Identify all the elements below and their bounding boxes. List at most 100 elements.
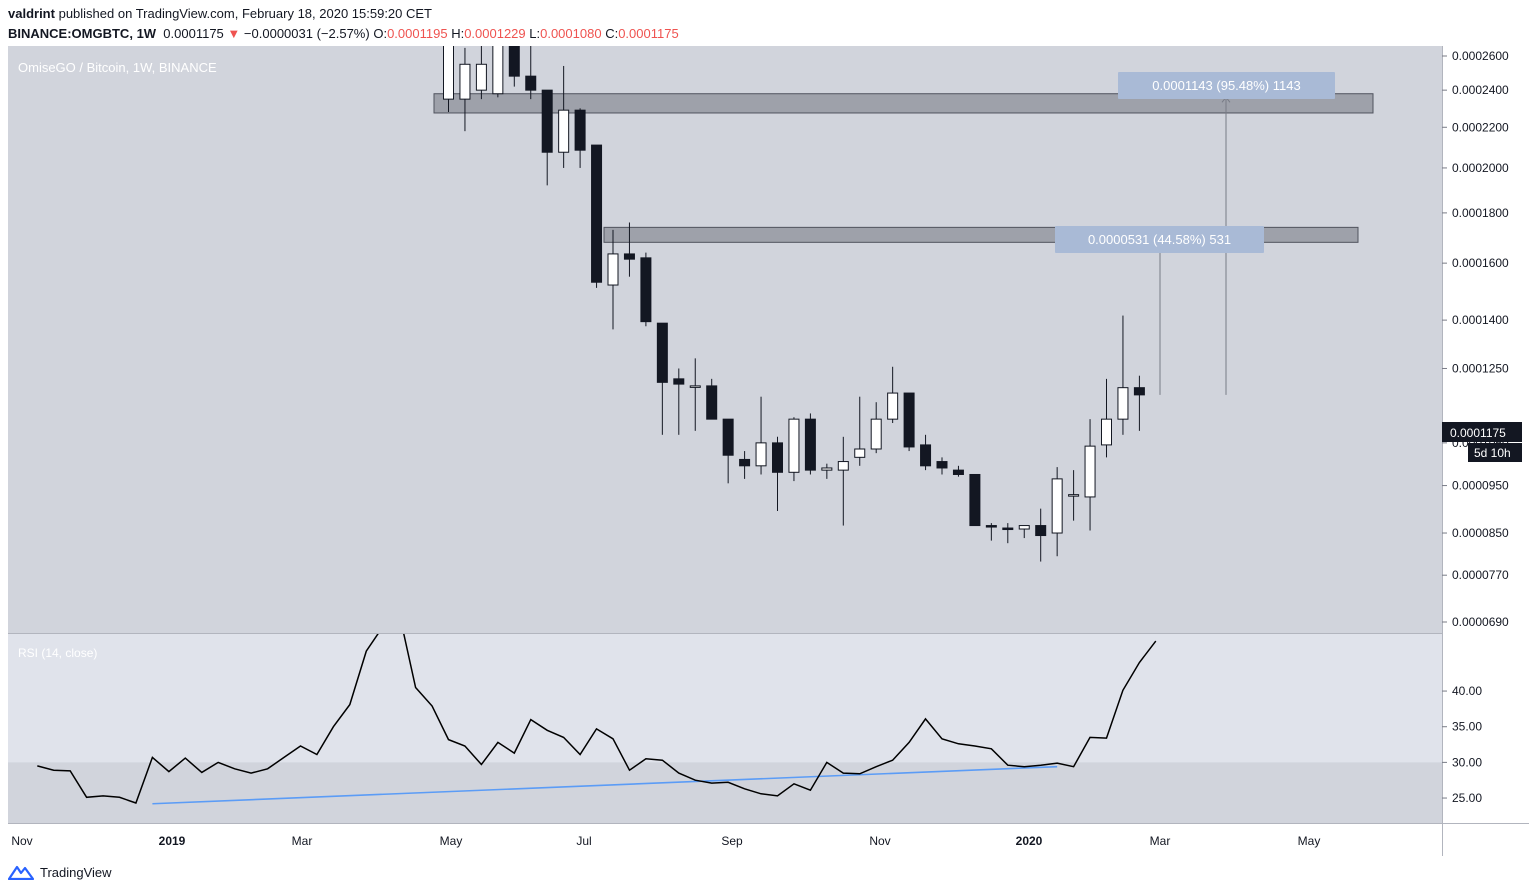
candle-body: [722, 418, 734, 456]
close-value: 0.0001175: [618, 26, 679, 41]
time-axis-label: 2020: [1016, 834, 1043, 848]
candle: [591, 144, 603, 288]
candle: [706, 378, 718, 420]
symbol-info-bar: BINANCE:OMGBTC, 1W 0.0001175 ▼ −0.000003…: [8, 26, 679, 41]
candle-body: [591, 144, 603, 283]
candle-body: [854, 448, 866, 458]
candle: [755, 396, 767, 475]
time-axis-label: Nov: [11, 834, 32, 848]
price-axis-label: 0.0002600: [1452, 49, 1509, 63]
candle: [969, 473, 981, 527]
chart-canvas[interactable]: 0.0001143 (95.48%) 1143 0.0000531 (44.58%…: [0, 0, 1529, 856]
candle-body: [1133, 387, 1145, 396]
candle: [821, 463, 833, 479]
candle-body: [1084, 445, 1096, 498]
candle: [985, 523, 997, 541]
low-value: 0.0001080: [540, 26, 602, 41]
candle: [920, 434, 932, 471]
time-axis-label: Jul: [576, 834, 591, 848]
price-pane-legend: OmiseGO / Bitcoin, 1W, BINANCE: [18, 60, 217, 75]
candle-body: [541, 89, 553, 153]
candle-body: [640, 257, 652, 323]
candle: [574, 108, 586, 168]
candle-body: [656, 322, 668, 383]
rsi-pane-legend: RSI (14, close): [18, 646, 97, 660]
candle-body: [821, 467, 833, 471]
candle: [887, 366, 899, 424]
low-label: L:: [529, 26, 541, 41]
price-axis-label: 0.0001800: [1452, 206, 1509, 220]
candle-body: [459, 63, 471, 100]
candle: [1068, 470, 1080, 521]
candle-body: [558, 109, 570, 153]
time-axis-label: Mar: [292, 834, 313, 848]
candle: [854, 396, 866, 466]
candle: [804, 413, 816, 475]
candle: [952, 465, 964, 477]
candle-body: [936, 461, 948, 469]
candle: [492, 46, 504, 98]
candle-body: [623, 253, 635, 260]
candle: [623, 222, 635, 277]
measure-label-box: [1055, 226, 1264, 253]
candle: [607, 229, 619, 330]
candle: [1133, 375, 1145, 431]
measure-label-box: [1118, 72, 1335, 99]
price-axis-label: 0.0001250: [1452, 361, 1509, 375]
candle: [1101, 378, 1112, 458]
price-axis-label: 0.0000950: [1452, 479, 1509, 493]
published-date: February 18, 2020 15:59:20 CET: [241, 6, 432, 21]
time-axis-label: Sep: [721, 834, 743, 848]
publish-info: valdrint published on TradingView.com, F…: [8, 6, 432, 21]
candle: [772, 436, 783, 512]
candle-body: [574, 109, 586, 151]
candle-body: [1035, 525, 1047, 537]
time-axis-label: Mar: [1150, 834, 1171, 848]
candle-body: [1002, 527, 1014, 531]
last-price: 0.0001175: [163, 26, 224, 41]
candle-body: [903, 392, 915, 448]
footer-brand[interactable]: TradingView: [8, 864, 112, 880]
candle: [722, 418, 734, 484]
candle-body: [475, 63, 487, 91]
close-label: C:: [605, 26, 619, 41]
publisher-name[interactable]: valdrint: [8, 6, 55, 21]
candle: [1117, 315, 1129, 435]
candle-body: [985, 525, 997, 528]
price-axis-label: 0.0000850: [1452, 526, 1509, 540]
rsi-axis-label: 30.00: [1452, 755, 1482, 769]
price-axis-label: 0.0002200: [1452, 120, 1509, 134]
price-axis-label: 0.0002400: [1452, 83, 1509, 97]
candle-body: [1101, 418, 1112, 446]
down-arrow-icon: ▼: [227, 26, 241, 41]
candle-body: [788, 418, 800, 473]
candle: [936, 457, 948, 475]
candle: [443, 46, 454, 113]
candle: [475, 46, 487, 100]
candle-body: [804, 418, 816, 471]
price-axis-label: 0.0000690: [1452, 615, 1509, 629]
candle: [558, 65, 570, 168]
candle: [459, 47, 471, 132]
candle-body: [920, 444, 932, 467]
price-change: −0.0000031 (−2.57%): [243, 26, 370, 41]
open-value: 0.0001195: [387, 26, 448, 41]
price-pane-bg: [8, 46, 1442, 633]
high-label: H:: [451, 26, 465, 41]
candle: [903, 392, 915, 452]
interval-label[interactable]: 1W: [136, 26, 157, 41]
symbol-name[interactable]: BINANCE:OMGBTC,: [8, 26, 133, 41]
candle-body: [607, 253, 619, 286]
candle-body: [739, 458, 751, 467]
brand-name: TradingView: [40, 864, 112, 880]
candle: [689, 358, 701, 431]
price-axis-label: 0.0000770: [1452, 568, 1509, 582]
candle-body: [1051, 478, 1063, 534]
candle: [1002, 523, 1014, 544]
candle: [525, 46, 537, 100]
candle: [1051, 467, 1063, 557]
candle-body: [837, 461, 849, 471]
candle-body: [1068, 494, 1080, 497]
countdown-tag: [1468, 443, 1522, 462]
rsi-axis-label: 40.00: [1452, 684, 1482, 698]
